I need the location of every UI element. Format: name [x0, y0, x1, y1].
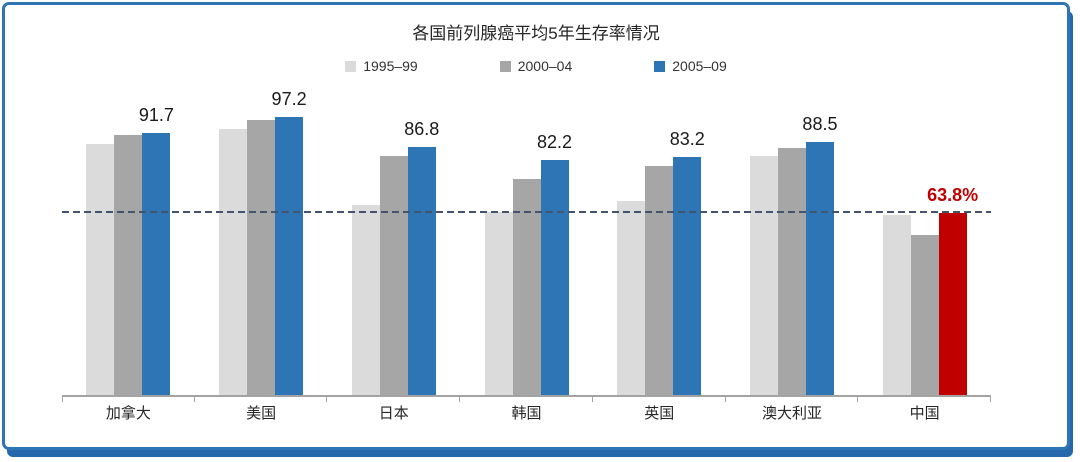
- bar-c3-s1: [512, 179, 541, 395]
- bar-c0-s0: [86, 143, 115, 395]
- value-label-5: 88.5: [802, 114, 838, 135]
- legend-label: 2005–09: [672, 58, 727, 74]
- bar-group-0: 91.7 加拿大: [62, 97, 195, 422]
- category-label-2: 日本: [378, 405, 409, 422]
- bar-c1-s1: [247, 119, 276, 395]
- bar-group-6: 63.8% 中国: [858, 97, 992, 422]
- legend-swatch-icon: [499, 60, 511, 72]
- bar-c4-s2: [673, 157, 702, 395]
- value-label-0: 91.7: [138, 105, 174, 125]
- legend-item-0: 1995–99: [345, 58, 418, 74]
- bar-c1-s2: [275, 117, 304, 395]
- bar-group-3: 82.2 韩国: [460, 97, 593, 422]
- axis-tick: [193, 395, 195, 402]
- category-label-0: 加拿大: [105, 405, 151, 422]
- legend: 1995–99 2000–04 2005–09: [5, 58, 1067, 74]
- value-label-3: 82.2: [536, 132, 573, 153]
- legend-swatch-icon: [345, 60, 357, 72]
- bar-group-4: 83.2 英国: [593, 97, 726, 422]
- plot-area: 91.7 加拿大 97.2 美国 86.8 日本 82.2 韩国 83.2 英国 88.5 澳大利亚 6…: [62, 89, 992, 422]
- bar-c6-s1: [910, 235, 939, 395]
- axis-tick: [857, 395, 859, 402]
- value-label-4: 83.2: [669, 129, 705, 150]
- bar-c0-s1: [114, 135, 143, 395]
- category-label-3: 韩国: [511, 405, 542, 422]
- chart-card: 各国前列腺癌平均5年生存率情况 1995–99 2000–04 2005–09 91…: [2, 2, 1070, 450]
- bar-c6-s2: [938, 212, 967, 395]
- bar-group-1: 97.2 美国: [195, 89, 328, 422]
- bar-c2-s2: [407, 147, 436, 395]
- value-label-2: 86.8: [404, 119, 440, 139]
- category-label-5: 澳大利亚: [761, 405, 822, 422]
- axis-tick: [591, 395, 593, 402]
- bar-c6-s0: [882, 215, 911, 395]
- axis-tick: [724, 395, 726, 402]
- bar-c4-s1: [645, 166, 674, 395]
- bar-c4-s0: [617, 200, 646, 395]
- bar-group-2: 86.8 日本: [327, 97, 461, 422]
- axis-tick: [990, 395, 992, 402]
- bar-c2-s1: [379, 156, 408, 395]
- category-label-4: 英国: [644, 405, 675, 422]
- legend-swatch-icon: [654, 60, 666, 72]
- value-label-1: 97.2: [271, 89, 307, 110]
- bar-c5-s2: [805, 142, 834, 395]
- legend-label: 2000–04: [517, 58, 573, 74]
- bar-c0-s2: [142, 133, 171, 395]
- legend-item-2: 2005–09: [654, 58, 727, 74]
- bar-c5-s0: [749, 156, 778, 395]
- bar-groups: 91.7 加拿大 97.2 美国 86.8 日本 82.2 韩国 83.2 英国 88.5 澳大利亚 6…: [62, 89, 992, 422]
- bar-c1-s0: [219, 129, 248, 395]
- category-label-1: 美国: [246, 405, 277, 422]
- bar-c3-s0: [484, 212, 513, 395]
- axis-tick: [459, 395, 461, 402]
- legend-item-1: 2000–04: [499, 58, 573, 74]
- bar-c2-s0: [351, 205, 380, 395]
- axis-tick: [326, 395, 328, 402]
- bar-c5-s1: [777, 147, 806, 395]
- bar-c3-s2: [540, 160, 569, 395]
- legend-label: 1995–99: [363, 58, 418, 74]
- value-label-6: 63.8%: [927, 184, 979, 205]
- chart-title: 各国前列腺癌平均5年生存率情况: [412, 24, 660, 43]
- axis-tick: [62, 395, 63, 402]
- bar-group-5: 88.5 澳大利亚: [726, 97, 859, 422]
- category-label-6: 中国: [909, 405, 940, 422]
- reference-line: [62, 210, 991, 213]
